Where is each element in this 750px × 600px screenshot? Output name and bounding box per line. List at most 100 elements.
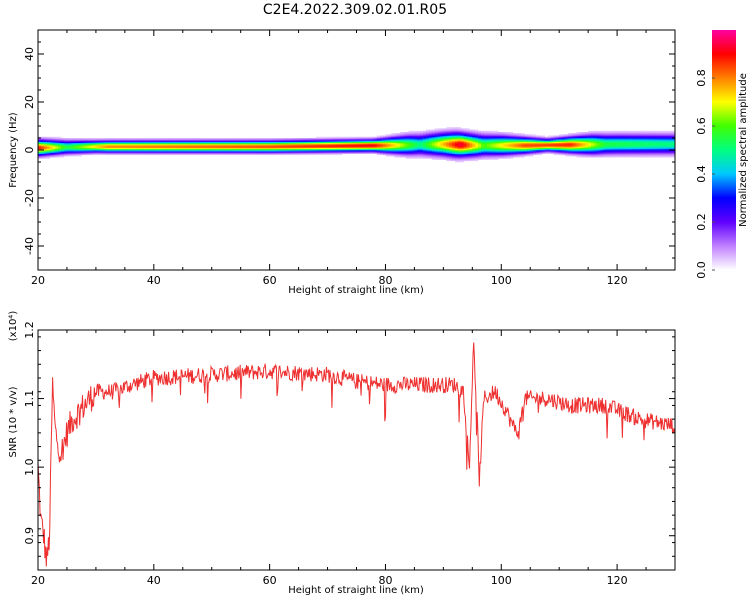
heatmap-cell xyxy=(672,146,676,148)
heatmap-cell xyxy=(223,145,227,147)
heatmap-cell xyxy=(399,146,404,148)
heatmap-cell xyxy=(553,146,557,148)
heatmap-cell xyxy=(87,152,91,154)
heatmap-cell xyxy=(544,139,548,141)
heatmap-cell xyxy=(359,152,363,154)
heatmap-cell xyxy=(208,150,213,152)
heatmap-cell xyxy=(220,146,224,148)
heatmap-cell xyxy=(75,142,79,145)
heatmap-cell xyxy=(148,145,152,147)
heatmap-cell xyxy=(672,154,676,157)
heatmap-cell xyxy=(49,147,53,150)
heatmap-cell xyxy=(527,144,531,146)
heatmap-cell xyxy=(408,130,412,133)
heatmap-cell xyxy=(203,146,207,148)
heatmap-cell xyxy=(318,139,323,141)
heatmap-cell xyxy=(252,153,256,156)
heatmap-cell xyxy=(411,157,415,159)
heatmap-cell xyxy=(570,147,574,150)
heatmap-cell xyxy=(628,132,632,134)
heatmap-cell xyxy=(52,142,56,145)
heatmap-cell xyxy=(582,154,586,157)
heatmap-cell xyxy=(651,153,656,156)
heatmap-cell xyxy=(411,151,415,153)
heatmap-cell xyxy=(428,154,433,157)
heatmap-cell xyxy=(481,147,485,150)
heatmap-cell xyxy=(648,140,653,142)
heatmap-cell xyxy=(538,144,543,146)
heatmap-cell xyxy=(602,136,606,139)
heatmap-cell xyxy=(101,144,105,146)
heatmap-cell xyxy=(648,136,653,139)
heatmap-cell xyxy=(591,156,595,158)
heatmap-cell xyxy=(188,153,192,156)
heatmap-cell xyxy=(475,156,479,158)
heatmap-cell xyxy=(38,139,42,141)
heatmap-cell xyxy=(466,154,470,157)
heatmap-cell xyxy=(188,146,192,148)
heatmap-cell xyxy=(194,139,198,141)
heatmap-cell xyxy=(318,147,323,150)
heatmap-cell xyxy=(481,138,485,140)
heatmap-cell xyxy=(376,140,380,142)
heatmap-cell xyxy=(159,146,163,148)
heatmap-cell xyxy=(536,152,540,154)
heatmap-cell xyxy=(602,154,606,157)
heatmap-cell xyxy=(90,139,94,141)
heatmap-cell xyxy=(304,150,308,152)
heatmap-cell xyxy=(452,150,456,152)
heatmap-cell xyxy=(637,154,641,157)
heatmap-cell xyxy=(402,141,407,144)
heatmap-cell xyxy=(292,146,296,148)
heatmap-cell xyxy=(269,146,273,148)
heatmap-cell xyxy=(527,145,531,147)
heatmap-cell xyxy=(486,139,490,141)
heatmap-cell xyxy=(672,132,676,134)
heatmap-cell xyxy=(460,134,464,136)
heatmap-cell xyxy=(449,134,453,136)
heatmap-cell xyxy=(90,148,94,151)
heatmap-cell xyxy=(495,130,499,133)
heatmap-cell xyxy=(486,135,490,138)
heatmap-cell xyxy=(431,142,435,145)
heatmap-cell xyxy=(478,142,482,145)
heatmap-cell xyxy=(252,138,256,140)
heatmap-cell xyxy=(509,154,514,157)
heatmap-cell xyxy=(463,136,467,139)
heatmap-cell xyxy=(463,128,467,130)
heatmap-cell xyxy=(579,152,583,154)
heatmap-cell xyxy=(495,150,499,152)
heatmap-cell xyxy=(405,148,409,151)
heatmap-cell xyxy=(521,148,525,151)
heatmap-cell xyxy=(391,150,395,152)
heatmap-cell xyxy=(232,138,236,140)
heatmap-cell xyxy=(318,144,323,146)
heatmap-cell xyxy=(611,130,615,133)
heatmap-cell xyxy=(391,138,395,140)
heatmap-cell xyxy=(347,146,352,148)
heatmap-cell xyxy=(492,146,496,148)
heatmap-cell xyxy=(107,150,111,152)
heatmap-cell xyxy=(176,150,181,152)
heatmap-cell xyxy=(452,153,456,156)
heatmap-cell xyxy=(431,145,435,147)
heatmap-cell xyxy=(533,152,537,154)
heatmap-cell xyxy=(431,140,435,142)
heatmap-cell xyxy=(304,141,308,144)
heatmap-cell xyxy=(174,144,178,146)
heatmap-cell xyxy=(431,136,435,139)
heatmap-cell xyxy=(313,145,317,147)
heatmap-cell xyxy=(449,156,453,158)
heatmap-cell xyxy=(634,154,638,157)
heatmap-cell xyxy=(388,136,392,139)
heatmap-cell xyxy=(556,135,560,138)
heatmap-cell xyxy=(214,147,218,150)
heatmap-cell xyxy=(113,145,117,147)
heatmap-cell xyxy=(504,141,508,144)
heatmap-cell xyxy=(457,127,462,129)
heatmap-cell xyxy=(504,133,508,135)
heatmap-cell xyxy=(350,147,354,150)
heatmap-cell xyxy=(504,139,508,141)
heatmap-cell xyxy=(148,146,152,148)
heatmap-cell xyxy=(49,136,53,139)
